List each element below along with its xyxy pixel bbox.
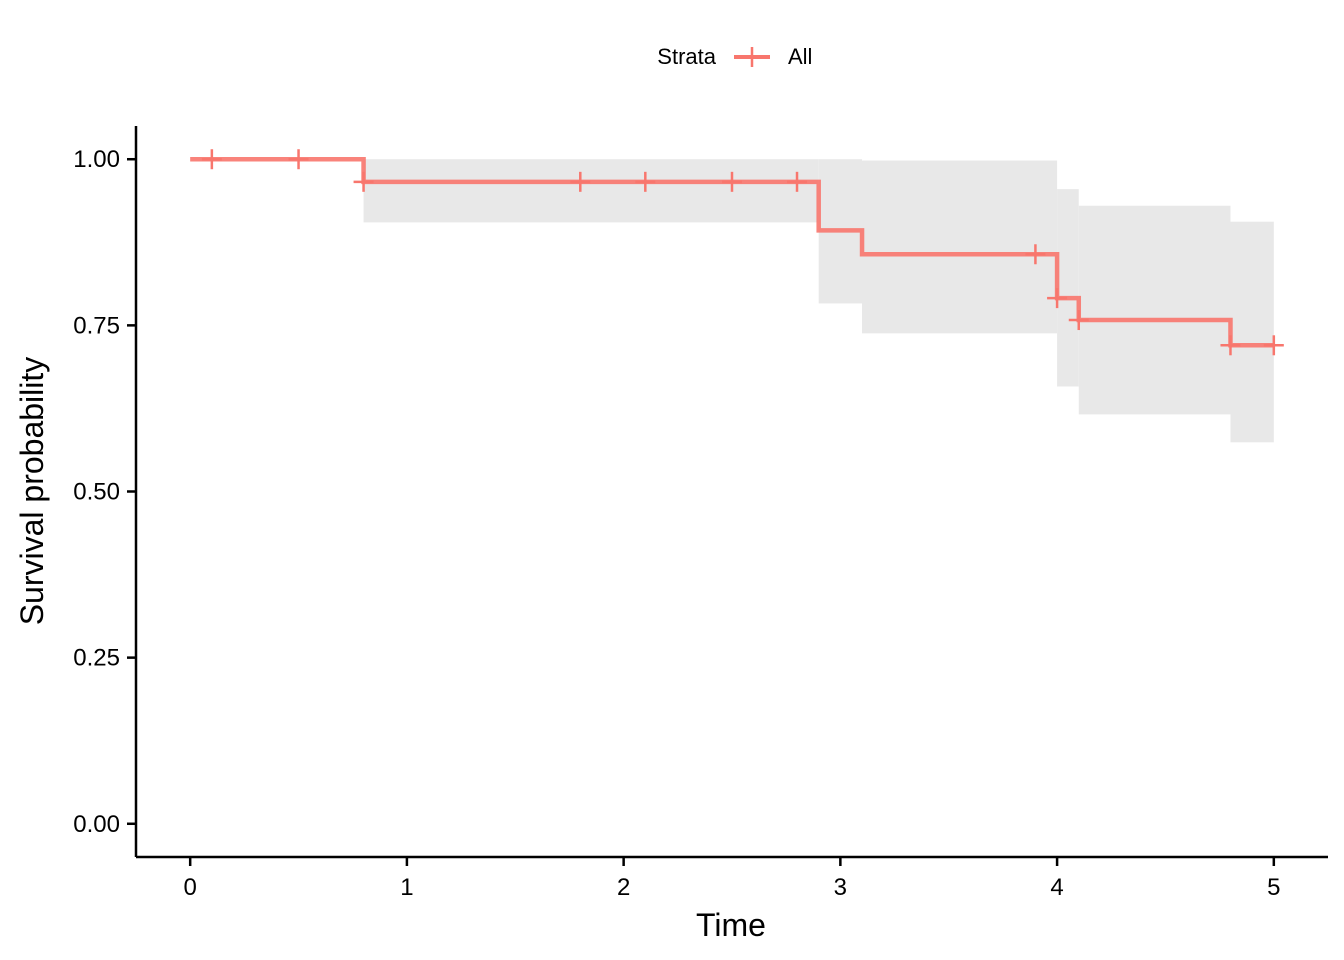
confidence-band-segment (1078, 205, 1231, 415)
censor-mark (570, 171, 591, 192)
censor-mark (635, 171, 656, 192)
censor-mark (1068, 310, 1089, 331)
confidence-band-segment (862, 160, 1058, 334)
y-tick-label: 0.50 (73, 479, 120, 506)
censor-mark (1025, 244, 1046, 265)
x-axis-title: Time (696, 907, 766, 943)
censor-mark (201, 149, 222, 170)
censor-mark (1263, 335, 1284, 356)
y-tick-label: 0.25 (73, 645, 120, 672)
survival-curve-layer (190, 156, 1274, 348)
y-tick-label: 1.00 (73, 146, 120, 173)
confidence-band-segment (1057, 189, 1079, 387)
x-tick-label: 5 (1267, 874, 1280, 901)
y-axis-title: Survival probability (14, 357, 50, 626)
x-tick-label: 1 (400, 874, 413, 901)
censor-mark (288, 149, 309, 170)
censor-mark (787, 171, 808, 192)
legend-entry-all: All (788, 44, 812, 69)
legend-title: Strata (657, 44, 716, 69)
censor-mark (353, 171, 374, 192)
x-tick-label: 2 (617, 874, 630, 901)
x-tick-label: 3 (834, 874, 847, 901)
y-tick-label: 0.75 (73, 312, 120, 339)
confidence-band-layer (363, 159, 1274, 443)
censor-mark (1220, 335, 1241, 356)
censor-mark (722, 171, 742, 192)
confidence-band-segment (1230, 221, 1274, 443)
confidence-band-segment (363, 159, 819, 223)
censor-marks-layer (201, 149, 1284, 356)
axes-layer: 0 1 2 3 4 5 0.00 0.25 0.50 0.75 1.00 (73, 126, 1328, 901)
censor-mark (1047, 288, 1068, 309)
legend: Strata All (657, 44, 812, 69)
survival-curve-all (190, 156, 1274, 348)
x-tick-label: 4 (1050, 874, 1063, 901)
x-tick-label: 0 (184, 874, 197, 901)
y-tick-label: 0.00 (73, 811, 120, 838)
